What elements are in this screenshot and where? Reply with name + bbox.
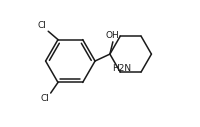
Text: Cl: Cl: [38, 21, 46, 30]
Text: H2N: H2N: [111, 64, 130, 73]
Text: Cl: Cl: [41, 94, 49, 103]
Text: OH: OH: [105, 31, 119, 40]
